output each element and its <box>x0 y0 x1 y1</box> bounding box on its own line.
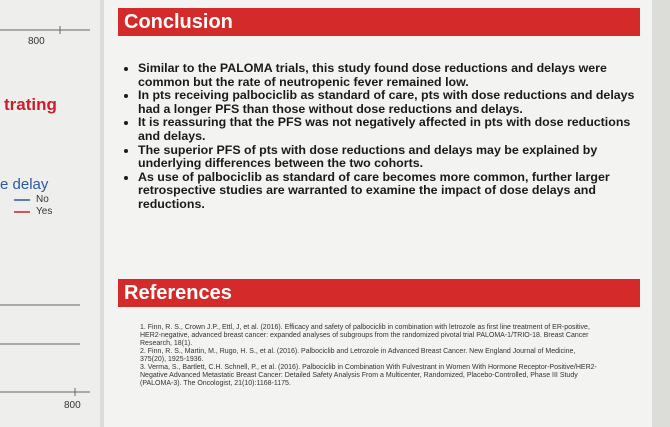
heading: trating <box>4 95 57 115</box>
left-panel: 800 trating e delay No Yes 800 <box>0 0 100 427</box>
legend-label: No <box>36 194 49 205</box>
bullet-list: Similar to the PALOMA trials, this study… <box>118 62 638 212</box>
axis-label: 800 <box>64 400 81 411</box>
section-title: References <box>118 279 640 307</box>
bullet: In pts receiving palbociclib as standard… <box>138 89 638 116</box>
axis-label: 800 <box>28 36 45 47</box>
section-title: Conclusion <box>118 8 640 36</box>
reference-list: 1. Finn, R. S., Crown J.P., Ettl, J, et … <box>140 324 600 388</box>
page: {"left_panel": {"axis_top": "800", "head… <box>0 0 670 427</box>
bullet: Similar to the PALOMA trials, this study… <box>138 62 638 89</box>
reference: 2. Finn, R. S., Martin, M., Rugo, H. S.,… <box>140 348 600 364</box>
reference: 1. Finn, R. S., Crown J.P., Ettl, J, et … <box>140 324 600 348</box>
reference: 3. Verma, S., Bartlett, C.H. Schnell, P.… <box>140 364 600 388</box>
subheading: e delay <box>0 176 48 193</box>
bullet: The superior PFS of pts with dose reduct… <box>138 144 638 171</box>
bullet: It is reassuring that the PFS was not ne… <box>138 116 638 143</box>
bullet: As use of palbociclib as standard of car… <box>138 171 638 212</box>
main-panel: Conclusion Similar to the PALOMA trials,… <box>104 0 652 427</box>
legend-label: Yes <box>36 206 52 217</box>
